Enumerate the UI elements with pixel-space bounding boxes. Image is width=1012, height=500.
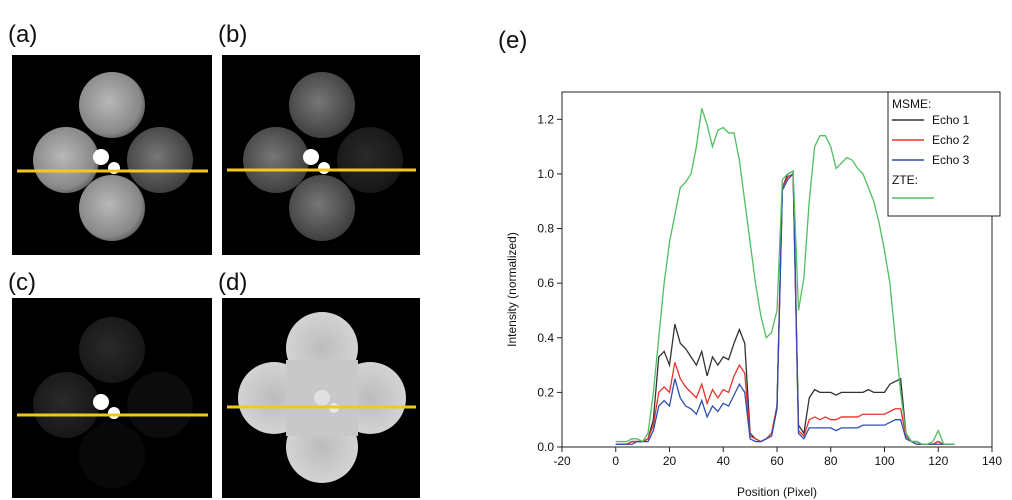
series-line [615, 172, 955, 445]
y-tick-label: 1.2 [537, 112, 554, 126]
y-axis-label: Intensity (normalized) [505, 232, 519, 347]
y-tick-label: 0.8 [537, 222, 554, 236]
panel-label: (a) [8, 21, 37, 48]
x-tick-label: 0 [612, 454, 619, 468]
x-tick-label: 40 [717, 454, 731, 468]
legend-label: Echo 2 [932, 133, 970, 147]
y-tick-label: 0.6 [537, 276, 554, 290]
y-tick-label: 1.0 [537, 167, 554, 181]
legend-label: ZTE: [892, 173, 918, 187]
y-tick-label: 0.2 [537, 385, 554, 399]
x-tick-label: 140 [982, 454, 1002, 468]
image-d [222, 298, 420, 498]
panel-label: (c) [8, 269, 36, 296]
legend-label: Echo 3 [932, 153, 970, 167]
y-tick-label: 0.4 [537, 331, 554, 345]
x-tick-label: -20 [553, 454, 571, 468]
x-tick-label: 120 [928, 454, 948, 468]
series-line [615, 172, 955, 445]
series-line [615, 108, 955, 445]
image-a [12, 55, 212, 255]
x-tick-label: 20 [663, 454, 677, 468]
x-axis-label: Position (Pixel) [737, 485, 817, 499]
panel-label: (e) [498, 27, 527, 54]
legend-box [887, 91, 1001, 217]
image-b [222, 55, 420, 255]
legend-heading: MSME: [892, 97, 931, 111]
y-tick-label: 0.0 [537, 440, 554, 454]
legend-label: Echo 1 [932, 113, 970, 127]
x-tick-label: 100 [874, 454, 894, 468]
x-tick-label: 60 [770, 454, 784, 468]
image-c [12, 298, 212, 498]
panel-label: (d) [218, 269, 247, 296]
x-tick-label: 80 [824, 454, 838, 468]
panel-label: (b) [218, 21, 247, 48]
